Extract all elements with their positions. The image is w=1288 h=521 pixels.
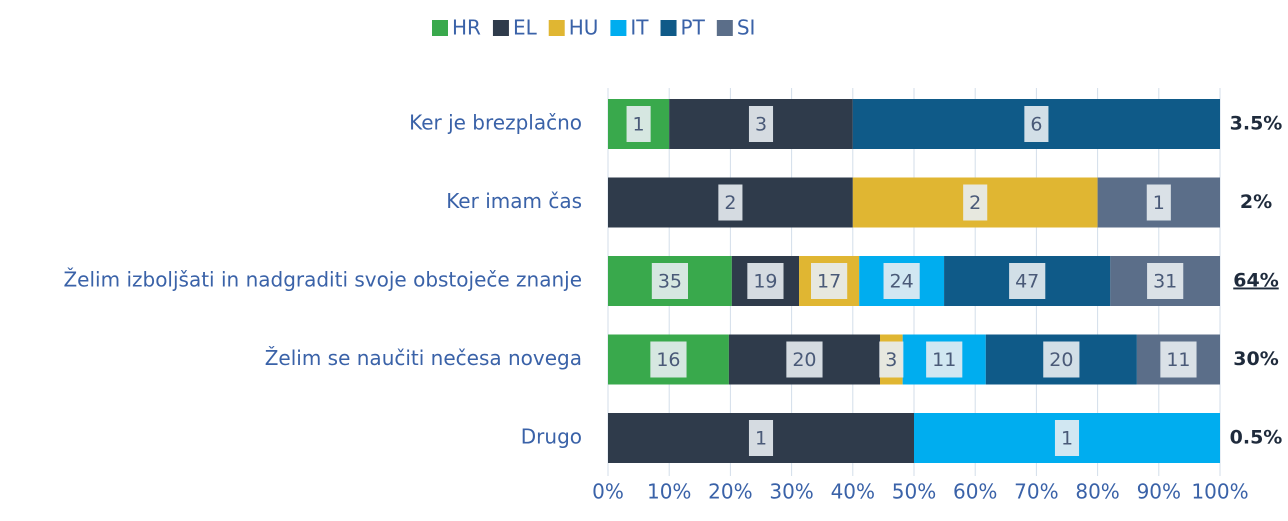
data-label-box — [650, 341, 687, 378]
row-total: 2% — [1240, 191, 1272, 213]
data-label-box — [786, 341, 823, 378]
data-label: 19 — [753, 271, 777, 293]
data-label: 1 — [755, 428, 767, 450]
data-label: 1 — [1061, 428, 1073, 450]
x-tick-label: 10% — [647, 480, 691, 504]
legend-label: EL — [513, 16, 538, 40]
data-label-box — [748, 106, 774, 142]
x-tick-label: 50% — [892, 480, 936, 504]
x-tick-label: 20% — [708, 480, 752, 504]
legend-swatch — [492, 20, 509, 36]
data-label-box — [1147, 263, 1184, 299]
legend-label: PT — [681, 16, 706, 40]
data-label-box — [747, 263, 784, 299]
data-label-box — [748, 420, 774, 456]
category-label: Želim se naučiti nečesa novega — [265, 346, 582, 370]
legend-label: SI — [737, 16, 756, 40]
x-tick-label: 80% — [1075, 480, 1119, 504]
row-total: 0.5% — [1230, 427, 1283, 449]
data-label-box — [883, 263, 920, 299]
data-label-box — [1009, 263, 1046, 299]
x-tick-label: 40% — [831, 480, 875, 504]
data-label: 24 — [890, 271, 914, 293]
data-label: 11 — [932, 349, 956, 371]
legend-swatch — [716, 20, 733, 36]
x-tick-label: 30% — [769, 480, 813, 504]
data-label: 20 — [1049, 349, 1073, 371]
data-label: 1 — [633, 114, 645, 136]
x-tick-label: 90% — [1137, 480, 1181, 504]
data-label-box — [1043, 341, 1080, 378]
category-label: Ker je brezplačno — [409, 111, 582, 135]
data-label: 20 — [792, 349, 816, 371]
legend-label: HU — [569, 16, 599, 40]
data-label-box — [718, 184, 743, 221]
data-label-box — [651, 263, 689, 299]
data-label-box — [1160, 341, 1197, 378]
data-label-box — [963, 184, 988, 221]
row-total: 30% — [1233, 348, 1278, 370]
data-label-box — [811, 263, 848, 299]
data-label-box — [926, 341, 963, 378]
data-label: 16 — [656, 349, 680, 371]
category-label: Želim izboljšati in nadgraditi svoje obs… — [63, 268, 582, 292]
data-label: 3 — [885, 349, 897, 371]
x-tick-label: 70% — [1014, 480, 1058, 504]
data-label: 3 — [755, 114, 767, 136]
row-total: 3.5% — [1230, 113, 1283, 135]
data-label: 11 — [1166, 349, 1190, 371]
data-label-box — [1024, 106, 1049, 142]
x-tick-label: 100% — [1191, 480, 1248, 504]
data-label-box — [1054, 420, 1080, 456]
data-label: 2 — [969, 192, 981, 214]
data-label: 1 — [1153, 192, 1165, 214]
data-label: 2 — [724, 192, 736, 214]
legend-label: IT — [630, 16, 649, 40]
x-tick-label: 0% — [592, 480, 624, 504]
data-label: 47 — [1015, 271, 1039, 293]
data-label: 31 — [1153, 271, 1177, 293]
row-total: 64% — [1233, 270, 1278, 292]
data-label-box — [626, 106, 651, 142]
data-label: 6 — [1030, 114, 1042, 136]
legend-swatch — [432, 20, 448, 36]
data-label: 35 — [658, 271, 682, 293]
legend-swatch — [548, 20, 565, 36]
data-label-box — [1146, 184, 1171, 221]
category-label: Drugo — [521, 425, 582, 449]
data-label-box — [879, 341, 904, 378]
legend-swatch — [610, 20, 627, 36]
legend-label: HR — [452, 16, 481, 40]
data-label: 17 — [817, 271, 841, 293]
legend-swatch — [660, 20, 677, 36]
x-tick-label: 60% — [953, 480, 997, 504]
category-label: Ker imam čas — [446, 189, 582, 213]
